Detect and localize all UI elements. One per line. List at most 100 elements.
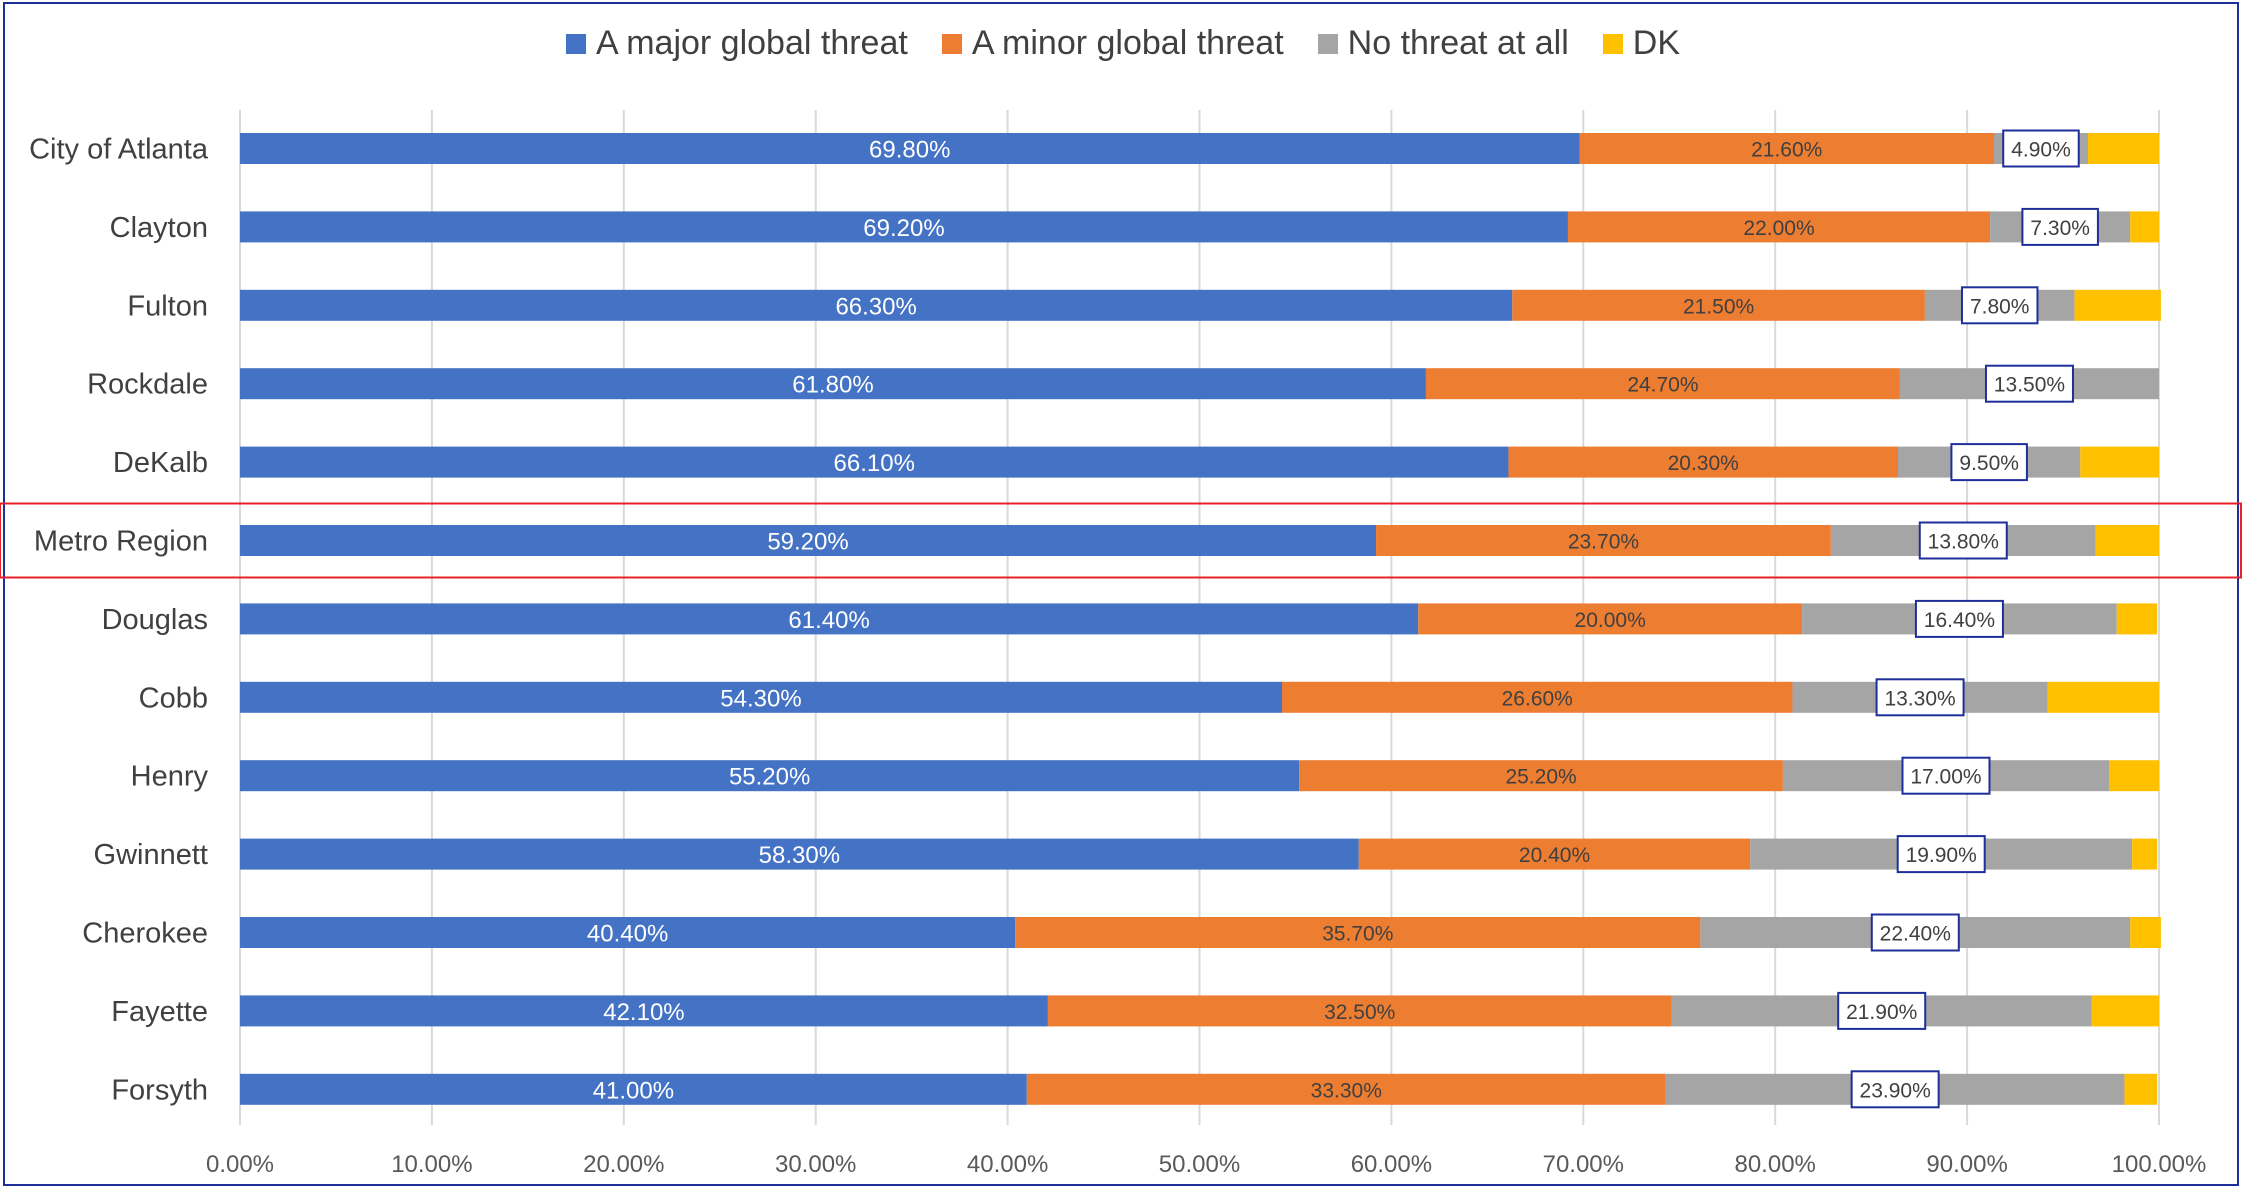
x-tick-label: 30.00% [775, 1151, 856, 1178]
bar-segment [240, 995, 1048, 1027]
category-label: Clayton [110, 212, 208, 244]
category-label: Metro Region [34, 526, 208, 558]
data-label: 40.40% [587, 921, 668, 948]
data-label: 22.40% [1880, 923, 1951, 946]
data-label: 20.30% [1668, 452, 1739, 475]
legend-swatch-minor [941, 33, 962, 54]
data-label: 19.90% [1906, 844, 1977, 867]
data-label-box [1896, 835, 1986, 874]
bar-segment [240, 133, 1580, 164]
bar-segment [1026, 1073, 1666, 1105]
data-label: 7.30% [2030, 217, 2090, 240]
data-label: 59.20% [767, 529, 848, 556]
bar-segment [2130, 917, 2161, 948]
data-label: 35.70% [1322, 923, 1393, 946]
data-label: 20.40% [1519, 844, 1590, 867]
bar-segment [2047, 681, 2159, 713]
category-label: Rockdale [87, 369, 208, 401]
legend-item-no-threat: No threat at all [1317, 24, 1569, 63]
legend-swatch-dk [1602, 33, 1623, 54]
category-label: Fayette [111, 996, 208, 1028]
data-label: 25.20% [1505, 766, 1576, 789]
data-label-box [1837, 991, 1927, 1030]
bar-segment [1282, 681, 1793, 713]
highlight-box [0, 502, 2242, 579]
x-tick-label: 70.00% [1543, 1151, 1624, 1178]
data-label: 20.00% [1575, 609, 1646, 632]
x-tick-label: 90.00% [1926, 1151, 2007, 1178]
x-tick-label: 50.00% [1159, 1151, 1240, 1178]
bar-segment [240, 681, 1283, 713]
bar-segment [240, 525, 1377, 556]
data-label: 55.20% [729, 764, 810, 791]
category-label: Cobb [139, 682, 208, 714]
data-label: 26.60% [1502, 687, 1573, 710]
bar-segment [240, 368, 1426, 400]
bar-segment [1418, 603, 1803, 635]
category-label: Cherokee [82, 918, 208, 950]
data-label: 58.30% [759, 842, 840, 869]
category-label: Douglas [102, 604, 208, 636]
bar-segment [1425, 368, 1900, 400]
data-label: 66.30% [835, 293, 916, 320]
bar-segment [2132, 838, 2158, 870]
data-label: 69.20% [863, 215, 944, 242]
bar-segment [2130, 211, 2159, 243]
data-label: 54.30% [720, 685, 801, 712]
bar-segment [1567, 211, 1991, 243]
data-label: 41.00% [593, 1077, 674, 1104]
bar-segment [1047, 995, 1672, 1027]
data-label: 17.00% [1910, 766, 1981, 789]
data-label: 33.30% [1311, 1079, 1382, 1102]
data-label: 4.90% [2011, 139, 2071, 162]
data-label: 24.70% [1627, 374, 1698, 397]
x-tick-label: 10.00% [391, 1151, 472, 1178]
data-label: 23.90% [1860, 1079, 1931, 1102]
category-label: Forsyth [111, 1074, 208, 1106]
category-label: City of Atlanta [29, 134, 209, 166]
bar-segment [1015, 917, 1701, 948]
bar-segment [240, 760, 1300, 792]
data-label: 66.10% [834, 450, 915, 477]
data-label-box [1870, 913, 1960, 952]
bar-segment [240, 446, 1509, 478]
chart-frame [3, 2, 2239, 1186]
x-tick-label: 40.00% [967, 1151, 1048, 1178]
bar-segment [1508, 446, 1899, 478]
data-label: 13.80% [1928, 531, 1999, 554]
data-label-box [1960, 286, 2039, 325]
legend-label-major: A major global threat [595, 24, 908, 62]
x-tick-label: 0.00% [206, 1151, 274, 1178]
data-label: 21.90% [1846, 1001, 1917, 1024]
data-label-box [1875, 678, 1965, 717]
legend-label-dk: DK [1632, 24, 1681, 62]
category-label: Gwinnett [94, 839, 208, 871]
data-label: 61.40% [788, 607, 869, 634]
bar-segment [240, 603, 1419, 635]
bar-segment [2124, 1073, 2158, 1105]
category-label: DeKalb [113, 447, 208, 479]
data-label-box [1901, 756, 1991, 795]
data-label-box [2002, 129, 2080, 168]
data-label: 42.10% [603, 999, 684, 1026]
bar-segment [240, 1073, 1027, 1105]
legend-item-major: A major global threat [565, 24, 908, 63]
data-label: 23.70% [1568, 531, 1639, 554]
bar-segment [1299, 760, 1783, 792]
category-label: Henry [131, 761, 209, 793]
x-tick-label: 80.00% [1734, 1151, 1815, 1178]
bar-segment [240, 211, 1568, 243]
bar-segment [2080, 446, 2159, 478]
legend-item-minor: A minor global threat [941, 24, 1284, 63]
legend-label-minor: A minor global threat [971, 24, 1284, 62]
data-label-box [1914, 599, 2004, 638]
bar-segment [1579, 133, 1994, 164]
data-label: 21.60% [1751, 139, 1822, 162]
data-label-box [1918, 521, 2008, 560]
bar-segment [2091, 995, 2159, 1027]
x-tick-label: 100.00% [2112, 1151, 2207, 1178]
bar-segment [2095, 525, 2159, 556]
category-label: Fulton [127, 290, 208, 322]
data-label-box [1984, 364, 2074, 403]
